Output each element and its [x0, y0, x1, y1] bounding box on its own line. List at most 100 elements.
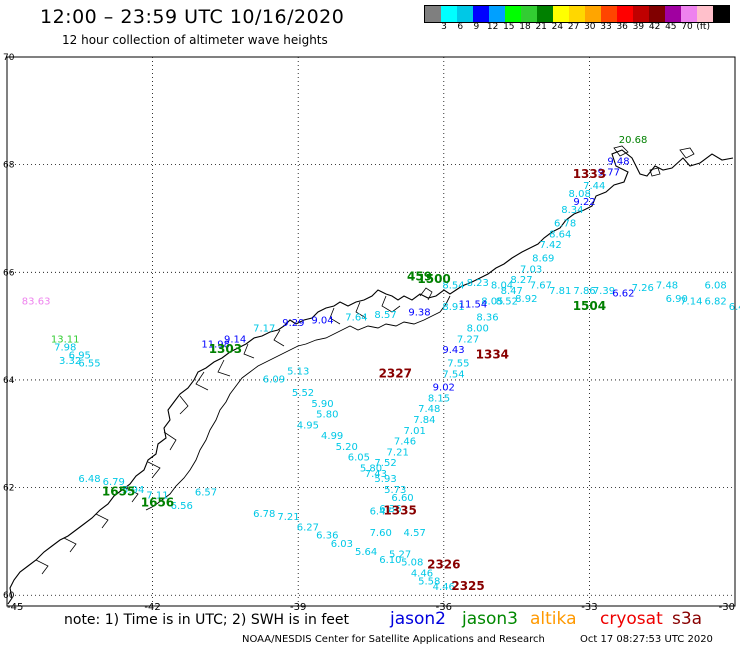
- wave-height-value: 9.22: [573, 197, 595, 208]
- color-scale-label: 3: [441, 22, 447, 32]
- latitude-tick-label: 70: [3, 53, 15, 63]
- wave-height-value: 4.95: [297, 420, 319, 431]
- color-scale-label: 24: [551, 22, 564, 32]
- wave-height-value: 6.09: [263, 375, 285, 386]
- color-scale-label: 45: [665, 22, 677, 32]
- wave-height-value: 13.11: [51, 334, 80, 345]
- wave-height-value: 7.43: [365, 469, 387, 480]
- wave-height-value: 5.73: [384, 485, 406, 496]
- longitude-tick-label: -39: [290, 602, 306, 612]
- wave-height-value: 9.43: [442, 345, 464, 356]
- mission-label-altika: altika: [530, 609, 577, 629]
- wave-height-value: 6.27: [297, 523, 319, 534]
- wave-height-value: 4.46: [411, 568, 433, 579]
- wave-height-value: 5.90: [311, 399, 333, 410]
- wave-height-value: 20.68: [619, 135, 648, 146]
- wave-height-value: 9.38: [408, 307, 430, 318]
- wave-height-value: 7.55: [447, 358, 469, 369]
- pass-time-tag: 459: [407, 269, 432, 283]
- color-scale-label: 12: [486, 22, 499, 32]
- wave-height-value: 7.17: [253, 324, 275, 335]
- coastline-fjord-a: [329, 287, 433, 325]
- wave-height-value: 6.10: [379, 555, 401, 566]
- pass-time-tag: 1500: [417, 272, 450, 286]
- wave-height-value: 6.62: [612, 289, 634, 300]
- coastline-inner-edge: [145, 295, 451, 511]
- wave-height-value: 7.01: [404, 426, 426, 437]
- map-subtitle: 12 hour collection of altimeter wave hei…: [62, 33, 328, 47]
- wave-height-value: 8.23: [467, 278, 489, 289]
- latitude-tick-label: 62: [3, 484, 14, 494]
- coastline-fjord-b: [195, 329, 285, 391]
- wave-height-value: 7.81: [549, 286, 571, 297]
- color-swatch: [457, 6, 473, 22]
- pass-time-tag: 1335: [383, 504, 416, 518]
- color-swatch: [473, 6, 489, 22]
- wave-height-value: 7.21: [387, 447, 409, 458]
- wave-height-value: 8.00: [467, 324, 489, 335]
- coastline-north-islands: [613, 145, 695, 177]
- wave-height-value: 4.46: [433, 582, 455, 593]
- pass-time-tag: 2326: [427, 557, 460, 571]
- wave-height-value: 9.14: [224, 334, 246, 345]
- wave-height-value: 6.55: [78, 358, 100, 369]
- pass-time-tag: 2325: [451, 579, 484, 593]
- wave-height-value: 8.05: [481, 297, 503, 308]
- color-swatch: [601, 6, 617, 22]
- wave-height-value: 6.48: [729, 302, 740, 313]
- color-swatch: [649, 6, 665, 22]
- wave-height-value: 7.64: [345, 313, 367, 324]
- wave-height-value: 5.58: [418, 576, 440, 587]
- wave-height-value: 11.98: [201, 340, 230, 351]
- wave-height-value: 8.15: [428, 393, 450, 404]
- wave-height-value: 7.48: [418, 404, 440, 415]
- pass-time-tag: 1656: [141, 495, 174, 509]
- wave-height-value: 7.44: [583, 181, 605, 192]
- color-scale-label: (ft): [696, 22, 710, 32]
- wave-height-value: 9.04: [311, 315, 333, 326]
- color-swatch: [425, 6, 441, 22]
- wave-height-value: 6.05: [348, 453, 370, 464]
- wave-height-value: 7.42: [539, 240, 561, 251]
- wave-height-value: 5.27: [389, 550, 411, 561]
- color-swatch: [441, 6, 457, 22]
- mission-label-s3a: s3a: [672, 609, 703, 629]
- color-swatch: [585, 6, 601, 22]
- wave-height-value: 6.56: [171, 501, 193, 512]
- wave-height-value: 8.54: [442, 280, 464, 291]
- wave-height-value: 7.67: [530, 280, 552, 291]
- wave-height-value: 7.11: [146, 490, 168, 501]
- wave-height-value: 6.90: [666, 294, 688, 305]
- wave-height-value: 6.60: [391, 493, 413, 504]
- wave-height-value: 5.64: [355, 547, 377, 558]
- color-swatch: [617, 6, 633, 22]
- color-swatch: [681, 6, 697, 22]
- mission-label-cryosat: cryosat: [600, 609, 663, 629]
- wave-height-value: 6.48: [78, 474, 100, 485]
- wave-height-value: 5.80: [360, 463, 382, 474]
- wave-height-value: 8.36: [476, 313, 498, 324]
- wave-height-value: 7.60: [370, 528, 392, 539]
- coastline-fjord-c: [35, 395, 189, 575]
- wave-height-value: 7.84: [413, 415, 435, 426]
- wave-height-value: 7.54: [442, 369, 464, 380]
- wave-height-value: 6.36: [379, 504, 401, 515]
- longitude-tick-label: -30: [719, 602, 735, 612]
- color-swatch: [665, 6, 681, 22]
- wave-height-value: 9.48: [607, 157, 629, 168]
- wave-height-value: 8.91: [442, 302, 464, 313]
- wave-height-value: 6.82: [704, 297, 726, 308]
- wave-height-value: 6.78: [253, 509, 275, 520]
- pass-time-tag: 1303: [209, 342, 242, 356]
- wave-height-value: 5.20: [336, 442, 358, 453]
- wave-height-value: 4.57: [404, 528, 426, 539]
- color-scale-bar: [424, 5, 730, 23]
- wave-height-value: 8.64: [549, 229, 571, 240]
- credit-line: NOAA/NESDIS Center for Satellite Applica…: [242, 634, 545, 645]
- wave-height-value: 7.26: [632, 283, 654, 294]
- color-scale-label: 39: [632, 22, 645, 32]
- latitude-tick-label: 66: [3, 268, 15, 278]
- color-swatch: [569, 6, 585, 22]
- pass-time-tag: 1333: [573, 167, 606, 181]
- wave-height-value: 5.94: [122, 485, 144, 496]
